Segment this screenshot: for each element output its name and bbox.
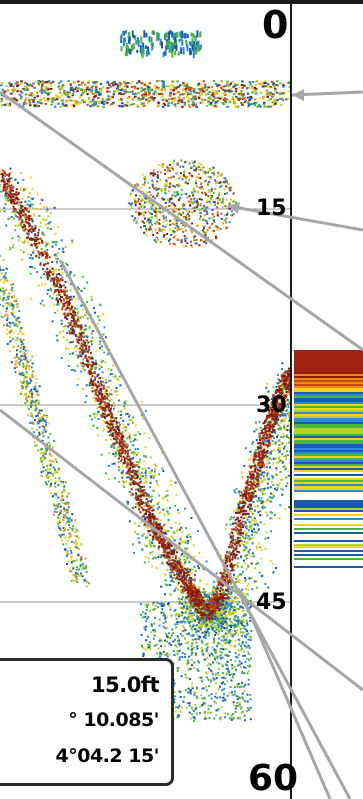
top-border — [0, 0, 363, 4]
callout-pointer-5 — [58, 259, 352, 799]
left-echo-streak — [0, 254, 90, 588]
depth-label-45: 45 — [256, 590, 287, 615]
depth-label-0: 0 — [262, 3, 289, 47]
depth-label-15: 15 — [256, 196, 287, 221]
position-info-box: 15.0ft ° 10.085' 4°04.2 15' — [0, 658, 174, 786]
latitude-readout: ° 10.085' — [68, 709, 159, 731]
callout-pointer-2 — [227, 204, 363, 232]
callout-arrowhead-2 — [228, 202, 240, 214]
depth-label-60: 60 — [248, 758, 299, 799]
thermocline-band — [0, 80, 298, 108]
callout-pointer-6 — [238, 589, 332, 799]
depth-readout: 15.0ft — [91, 673, 160, 697]
callout-pointer-4 — [0, 408, 363, 692]
callout-arrowhead-1 — [292, 89, 304, 101]
ascope-bars — [294, 350, 363, 570]
callout-pointer-3 — [0, 90, 363, 352]
surface-clutter — [120, 30, 202, 59]
depth-label-30: 30 — [256, 393, 287, 418]
longitude-readout: 4°04.2 15' — [55, 745, 160, 767]
fish-school — [128, 159, 238, 248]
